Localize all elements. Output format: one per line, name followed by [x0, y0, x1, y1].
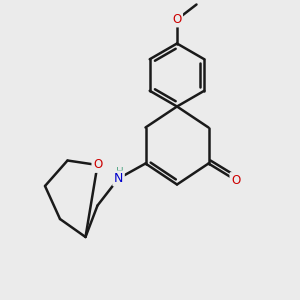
- Text: H: H: [116, 167, 124, 177]
- Text: N: N: [114, 172, 123, 185]
- Text: O: O: [93, 158, 102, 172]
- Text: O: O: [172, 13, 182, 26]
- Text: O: O: [231, 173, 240, 187]
